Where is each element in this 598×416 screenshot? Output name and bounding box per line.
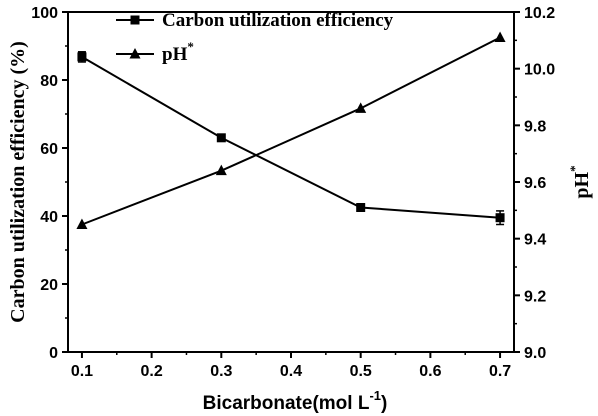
series-layer [76, 31, 506, 229]
data-point [216, 133, 226, 143]
plot-frame [67, 11, 515, 353]
x-axis: 0.1 0.2 0.3 0.4 0.5 0.6 0.7 [71, 352, 511, 380]
series-1 [77, 51, 505, 226]
left-y-axis: 0 20 40 60 80 100 [31, 5, 68, 362]
legend-label: Carbon utilization efficiency [162, 10, 394, 31]
legend-label-superscript: * [187, 39, 194, 54]
y-tick-label: 20 [40, 277, 58, 294]
legend-marker [129, 48, 141, 59]
x-axis-title-close: ) [381, 393, 387, 414]
legend-marker [130, 15, 140, 25]
legend-label-main: pH [162, 44, 188, 65]
x-tick-label: 0.3 [210, 363, 232, 380]
series-line [81, 36, 501, 226]
plot-border [67, 11, 515, 353]
data-point [495, 213, 505, 223]
series-2 [76, 31, 506, 229]
legend: Carbon utilization efficiency pH* [116, 10, 394, 65]
right-y-axis-title-main: pH [571, 171, 593, 198]
x-axis-title-main: Bicarbonate(mol L [203, 393, 370, 414]
y2-tick-label: 9.0 [524, 345, 546, 362]
legend-label-main: Carbon utilization efficiency [162, 10, 394, 31]
y-tick-label: 60 [40, 141, 58, 158]
legend-item-1: Carbon utilization efficiency [116, 10, 394, 31]
y-tick-label: 80 [40, 73, 58, 90]
y-tick-label: 0 [49, 345, 58, 362]
x-tick-label: 0.4 [280, 363, 302, 380]
x-tick-label: 0.6 [419, 363, 441, 380]
y2-tick-label: 9.8 [524, 118, 546, 135]
y2-tick-label: 9.2 [524, 288, 546, 305]
legend-label: pH* [162, 39, 194, 65]
x-axis-title-superscript: -1 [369, 388, 381, 403]
data-point [77, 52, 87, 62]
right-y-axis: 9.0 9.2 9.4 9.6 9.8 10.0 10.2 [514, 5, 555, 362]
left-y-axis-title: Carbon utilization efficiency (%) [7, 41, 29, 323]
data-point [76, 218, 88, 229]
data-point [215, 164, 227, 176]
x-tick-label: 0.7 [489, 363, 511, 380]
data-point [356, 203, 366, 212]
right-y-axis-title-superscript: * [567, 165, 582, 172]
right-y-axis-title: pH* [567, 165, 593, 198]
legend-item-2: pH* [116, 39, 194, 65]
y-tick-label: 100 [31, 5, 58, 22]
y-tick-label: 40 [40, 209, 58, 226]
series-line [81, 56, 501, 219]
x-tick-label: 0.2 [141, 363, 163, 380]
y2-tick-label: 10.2 [524, 5, 555, 22]
y2-tick-label: 10.0 [524, 62, 555, 79]
data-point [494, 31, 506, 42]
x-axis-title: Bicarbonate(mol L-1) [203, 388, 388, 414]
y2-tick-label: 9.6 [524, 175, 546, 192]
data-point [355, 102, 367, 113]
x-tick-label: 0.5 [350, 363, 372, 380]
x-tick-label: 0.1 [71, 363, 93, 380]
y2-tick-label: 9.4 [524, 232, 546, 249]
